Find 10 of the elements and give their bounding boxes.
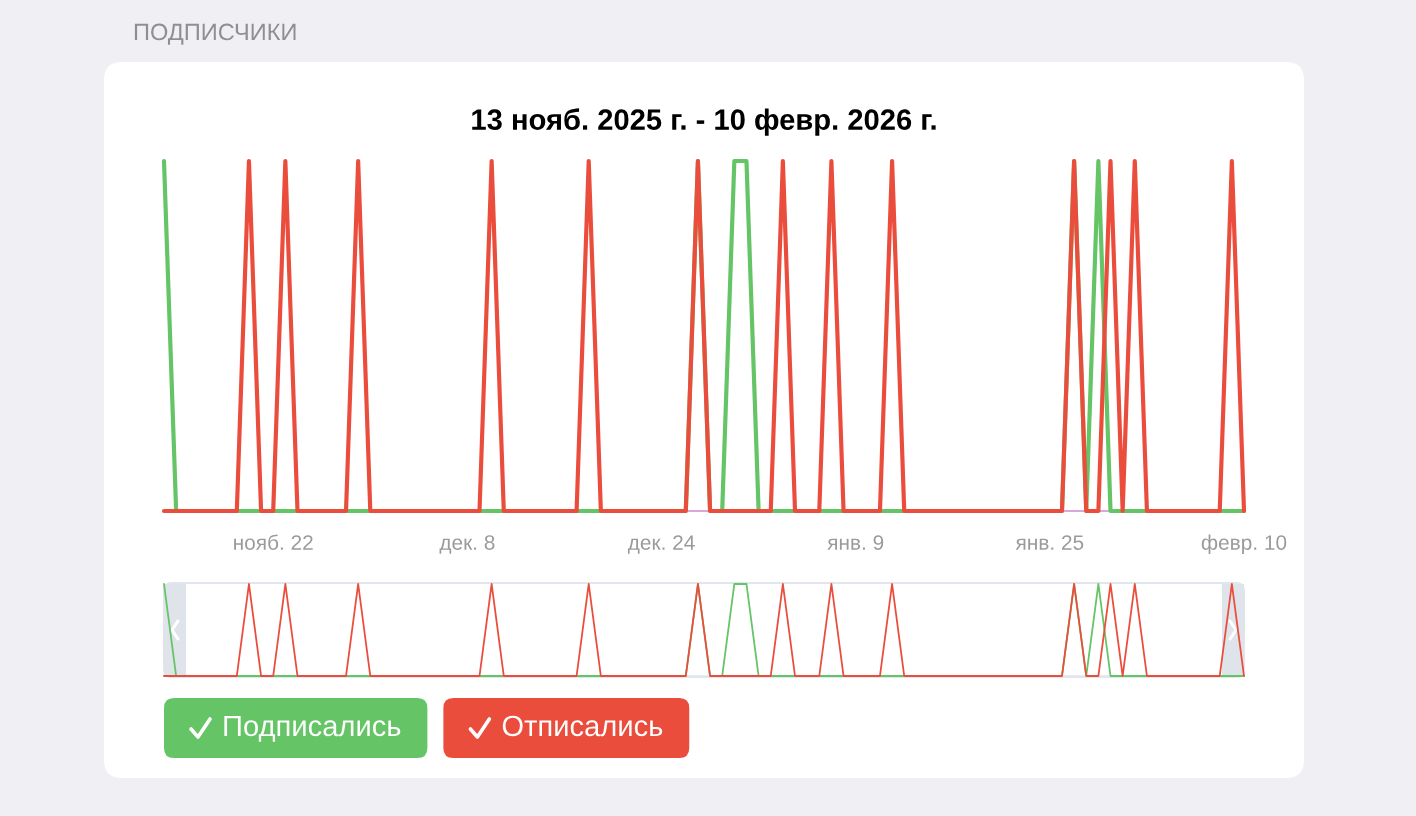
text: Отписались <box>502 715 663 737</box>
x-tick-label: дек. 8 <box>439 535 495 554</box>
x-tick-label: февр. 10 <box>1201 534 1287 555</box>
text: Подписались <box>224 715 401 742</box>
x-tick-label: нояб. 22 <box>234 534 313 550</box>
x-tick-label: янв. 25 <box>1015 535 1084 550</box>
x-tick-label: янв. 9 <box>827 535 884 550</box>
chart-title: ПОДПИСЧИКИ <box>134 23 296 45</box>
x-tick-label: дек. 24 <box>627 535 695 554</box>
chart-subtitle: 13 нояб. 2025 г. - 10 февр. 2026 г. <box>472 108 936 136</box>
